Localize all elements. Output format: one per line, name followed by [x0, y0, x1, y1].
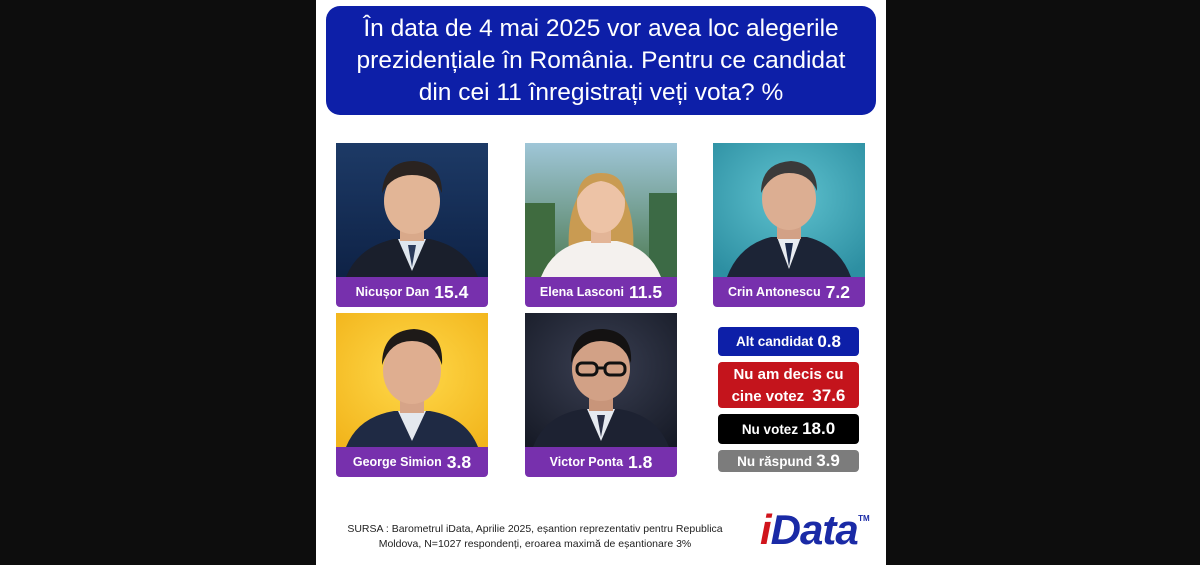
option-alt-candidat: Alt candidat 0.8: [718, 327, 859, 356]
option-label: Alt candidat: [736, 334, 814, 349]
candidate-value: 11.5: [628, 281, 663, 302]
candidate-label: Victor Ponta 1.8: [525, 447, 677, 477]
option-nu-raspund: Nu răspund 3.9: [718, 450, 859, 472]
candidate-name: Elena Lasconi: [539, 285, 624, 299]
option-value: 18.0: [802, 419, 836, 438]
candidate-name: Victor Ponta: [549, 455, 624, 469]
candidate-name: Nicușor Dan: [355, 285, 430, 299]
candidate-value: 3.8: [446, 451, 472, 472]
option-label-line2: cine votez: [731, 387, 805, 405]
poll-panel: În data de 4 mai 2025 vor avea loc alege…: [316, 0, 886, 565]
logo-tm: TM: [858, 514, 870, 523]
candidate-photo-nicusor-dan: [336, 143, 488, 277]
candidate-label: Nicușor Dan 15.4: [336, 277, 488, 307]
candidate-value: 7.2: [825, 281, 850, 302]
option-value: 3.9: [816, 451, 840, 470]
candidate-photo-victor-ponta: [525, 313, 677, 447]
logo-data: Data: [770, 506, 859, 553]
candidate-label: George Simion 3.8: [336, 447, 488, 477]
candidate-label: Crin Antonescu 7.2: [713, 277, 865, 307]
candidate-value: 15.4: [434, 281, 469, 302]
candidate-photo-elena-lasconi: [525, 143, 677, 277]
candidate-photo-george-simion: [336, 313, 488, 447]
candidate-name: George Simion: [352, 455, 442, 469]
idata-logo: iData TM: [760, 506, 870, 554]
logo-i: i: [760, 506, 772, 553]
option-nu-votez: Nu votez 18.0: [718, 414, 859, 444]
option-label: Nu votez: [741, 421, 799, 437]
option-label-line1: Nu am decis cu: [733, 365, 844, 383]
candidate-label: Elena Lasconi 11.5: [525, 277, 677, 307]
option-nu-am-decis: Nu am decis cu cine votez 37.6: [718, 362, 859, 408]
option-label: Nu răspund: [737, 453, 813, 469]
candidate-name: Crin Antonescu: [728, 285, 821, 299]
poll-question-title: În data de 4 mai 2025 vor avea loc alege…: [326, 6, 876, 115]
candidate-value: 1.8: [628, 451, 653, 472]
source-note: SURSA : Barometrul iData, Aprilie 2025, …: [347, 523, 723, 550]
option-value: 37.6: [812, 385, 846, 405]
option-value: 0.8: [817, 331, 841, 351]
candidate-photo-crin-antonescu: [713, 143, 865, 277]
